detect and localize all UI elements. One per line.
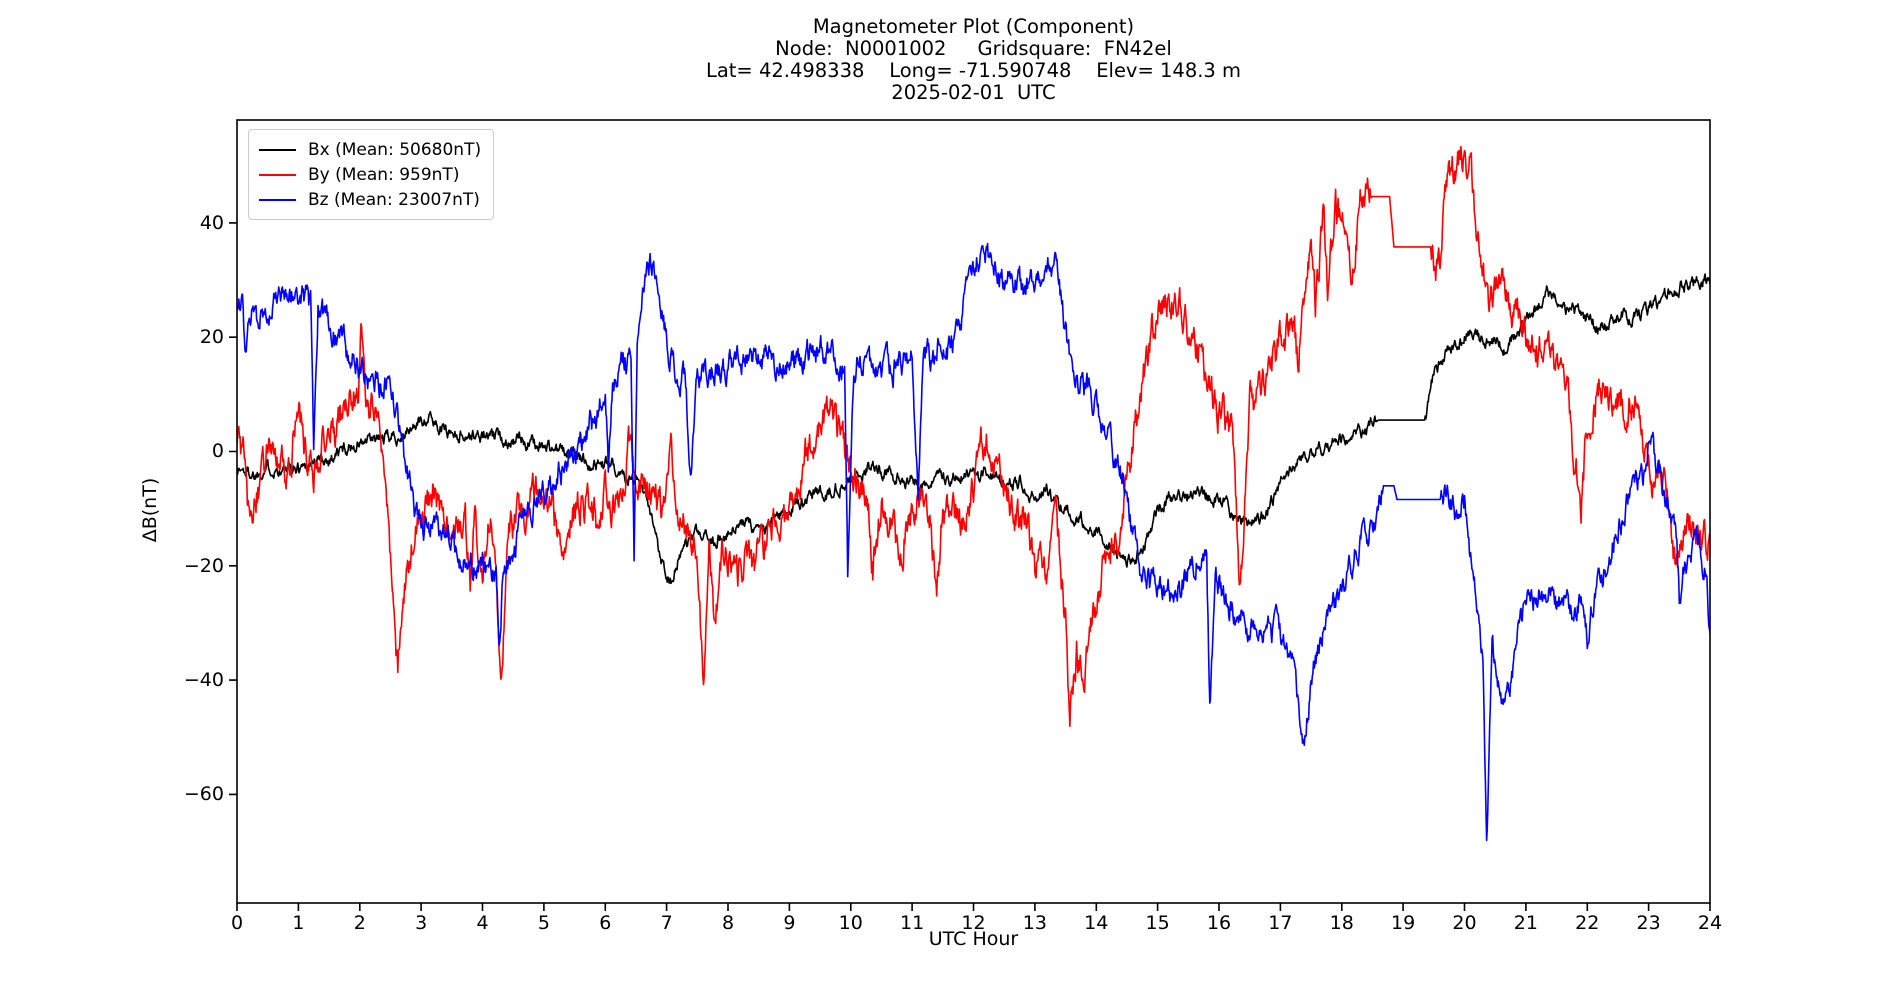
axes-frame bbox=[236, 119, 1711, 904]
x-tick-label-12: 12 bbox=[961, 912, 986, 934]
x-tick-label-9: 9 bbox=[783, 912, 796, 934]
x-tick-label-6: 6 bbox=[599, 912, 612, 934]
bz-line-swatch bbox=[259, 198, 296, 201]
by-line bbox=[237, 145, 1710, 728]
x-tick-label-21: 21 bbox=[1513, 912, 1538, 934]
x-tick-label-3: 3 bbox=[415, 912, 428, 934]
y-tick-label-−40: −40 bbox=[183, 669, 224, 692]
plot-area: 0 1 2 3 4 5 6 7 8 9 10 11 12 13 14 15 16 17 18 19 20 21 22 23 24… bbox=[139, 119, 1722, 950]
x-tick-label-8: 8 bbox=[721, 912, 735, 934]
y-tick-label-20: 20 bbox=[199, 326, 224, 349]
x-tick-label-15: 15 bbox=[1145, 912, 1170, 934]
legend-item-by: By (Mean: 959nT) bbox=[259, 162, 481, 187]
x-tick-label-10: 10 bbox=[838, 912, 863, 934]
title-line-lat-long-elev: Lat= 42.498338 Long= -71.590748 Elev= 14… bbox=[705, 59, 1242, 82]
bz-line bbox=[237, 242, 1710, 842]
x-axis-label: UTC Hour bbox=[928, 928, 1019, 950]
x-tick-label-5: 5 bbox=[537, 912, 550, 934]
y-tick-label-−20: −20 bbox=[183, 554, 224, 577]
x-tick-label-16: 16 bbox=[1206, 912, 1232, 934]
axis-tick-marks bbox=[229, 222, 1711, 911]
y-tick-label-0: 0 bbox=[211, 440, 224, 463]
y-axis-label: ΔB(nT) bbox=[139, 477, 161, 543]
by-line-swatch bbox=[259, 173, 296, 176]
legend-item-bx: Bx (Mean: 50680nT) bbox=[259, 137, 481, 162]
plot-title-block: Magnetometer Plot (Component) Node: N000… bbox=[237, 16, 1710, 104]
bx-line bbox=[237, 273, 1710, 585]
x-tick-label-13: 13 bbox=[1022, 912, 1047, 934]
x-tick-label-17: 17 bbox=[1268, 912, 1293, 934]
x-tick-label-22: 22 bbox=[1575, 912, 1600, 934]
x-tick-label-2: 2 bbox=[353, 912, 366, 934]
title-line-node-gridsquare: Node: N0001002 Gridsquare: FN42el bbox=[775, 37, 1172, 60]
x-tick-label-18: 18 bbox=[1329, 912, 1354, 934]
x-tick-label-1: 1 bbox=[292, 912, 305, 934]
plot-canvas bbox=[229, 119, 1711, 911]
legend-label-bx: Bx (Mean: 50680nT) bbox=[308, 139, 482, 160]
legend-label-by: By (Mean: 959nT) bbox=[308, 164, 460, 185]
x-tick-label-23: 23 bbox=[1636, 912, 1661, 934]
legend-box: Bx (Mean: 50680nT) By (Mean: 959nT) Bz (… bbox=[248, 129, 495, 220]
legend-item-bz: Bz (Mean: 23007nT) bbox=[259, 187, 481, 212]
x-tick-label-24: 24 bbox=[1697, 912, 1723, 934]
x-tick-label-7: 7 bbox=[660, 912, 673, 934]
x-tick-label-11: 11 bbox=[900, 912, 925, 934]
title-line-date: 2025-02-01 UTC bbox=[891, 81, 1056, 104]
legend-label-bz: Bz (Mean: 23007nT) bbox=[308, 189, 480, 210]
x-tick-label-4: 4 bbox=[476, 912, 489, 934]
y-tick-label-40: 40 bbox=[199, 211, 224, 234]
y-tick-label-−60: −60 bbox=[183, 783, 224, 806]
x-tick-label-20: 20 bbox=[1452, 912, 1477, 934]
title-line-main: Magnetometer Plot (Component) bbox=[812, 15, 1135, 38]
bx-line-swatch bbox=[259, 148, 296, 151]
x-tick-label-0: 0 bbox=[230, 912, 244, 934]
x-tick-label-14: 14 bbox=[1084, 912, 1109, 934]
tick-marks-path bbox=[229, 222, 1711, 911]
x-tick-label-19: 19 bbox=[1391, 912, 1416, 934]
